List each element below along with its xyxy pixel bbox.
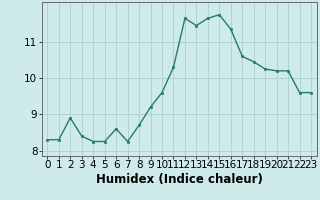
X-axis label: Humidex (Indice chaleur): Humidex (Indice chaleur): [96, 173, 263, 186]
